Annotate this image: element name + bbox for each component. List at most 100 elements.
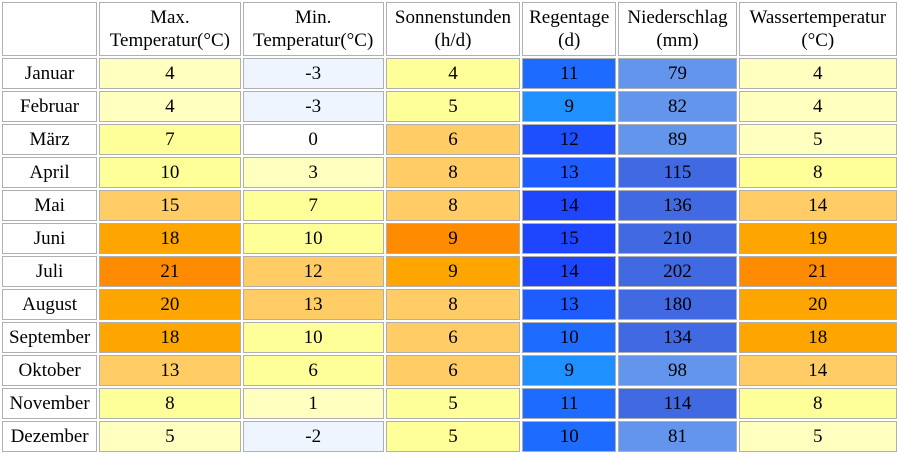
water-temp-cell: 8 — [738, 157, 897, 188]
table-row: März 7 0 6 12 89 5 — [2, 124, 897, 155]
sunshine-cell: 9 — [385, 256, 521, 287]
sunshine-cell: 6 — [385, 355, 521, 386]
min-temp-cell: -2 — [242, 421, 384, 452]
month-label: Februar — [2, 91, 98, 122]
precipitation-cell: 98 — [618, 355, 737, 386]
table-row: September 18 10 6 10 134 18 — [2, 322, 897, 353]
header-sunshine: Sonnenstunden (h/d) — [385, 2, 521, 56]
precipitation-cell: 136 — [618, 190, 737, 221]
month-label: Juli — [2, 256, 98, 287]
table-row: Dezember 5 -2 5 10 81 5 — [2, 421, 897, 452]
min-temp-cell: 12 — [242, 256, 384, 287]
min-temp-cell: 1 — [242, 388, 384, 419]
corner-cell — [2, 2, 98, 56]
precipitation-cell: 210 — [618, 223, 737, 254]
min-temp-cell: 3 — [242, 157, 384, 188]
header-min-temp: Min. Temperatur(°C) — [242, 2, 384, 56]
month-label: Mai — [2, 190, 98, 221]
rain-days-cell: 13 — [522, 289, 617, 320]
water-temp-cell: 14 — [738, 355, 897, 386]
precipitation-cell: 114 — [618, 388, 737, 419]
max-temp-cell: 18 — [99, 223, 241, 254]
min-temp-cell: 0 — [242, 124, 384, 155]
table-row: Oktober 13 6 6 9 98 14 — [2, 355, 897, 386]
water-temp-cell: 14 — [738, 190, 897, 221]
month-label: März — [2, 124, 98, 155]
sunshine-cell: 4 — [385, 58, 521, 89]
month-label: Juni — [2, 223, 98, 254]
month-label: Januar — [2, 58, 98, 89]
sunshine-cell: 6 — [385, 322, 521, 353]
max-temp-cell: 13 — [99, 355, 241, 386]
sunshine-cell: 8 — [385, 157, 521, 188]
table-row: Juni 18 10 9 15 210 19 — [2, 223, 897, 254]
max-temp-cell: 5 — [99, 421, 241, 452]
precipitation-cell: 89 — [618, 124, 737, 155]
table-row: April 10 3 8 13 115 8 — [2, 157, 897, 188]
precipitation-cell: 180 — [618, 289, 737, 320]
max-temp-cell: 20 — [99, 289, 241, 320]
water-temp-cell: 18 — [738, 322, 897, 353]
min-temp-cell: -3 — [242, 91, 384, 122]
sunshine-cell: 8 — [385, 190, 521, 221]
min-temp-cell: 7 — [242, 190, 384, 221]
rain-days-cell: 10 — [522, 421, 617, 452]
month-label: April — [2, 157, 98, 188]
precipitation-cell: 82 — [618, 91, 737, 122]
max-temp-cell: 4 — [99, 58, 241, 89]
rain-days-cell: 14 — [522, 256, 617, 287]
table-row: Juli 21 12 9 14 202 21 — [2, 256, 897, 287]
sunshine-cell: 5 — [385, 388, 521, 419]
header-rain-days: Regentage (d) — [522, 2, 617, 56]
min-temp-cell: 10 — [242, 322, 384, 353]
month-label: Dezember — [2, 421, 98, 452]
header-max-temp: Max. Temperatur(°C) — [99, 2, 241, 56]
rain-days-cell: 10 — [522, 322, 617, 353]
table-row: Februar 4 -3 5 9 82 4 — [2, 91, 897, 122]
rain-days-cell: 9 — [522, 355, 617, 386]
month-label: Oktober — [2, 355, 98, 386]
water-temp-cell: 8 — [738, 388, 897, 419]
max-temp-cell: 4 — [99, 91, 241, 122]
min-temp-cell: 6 — [242, 355, 384, 386]
rain-days-cell: 9 — [522, 91, 617, 122]
water-temp-cell: 4 — [738, 58, 897, 89]
water-temp-cell: 4 — [738, 91, 897, 122]
rain-days-cell: 11 — [522, 58, 617, 89]
water-temp-cell: 20 — [738, 289, 897, 320]
max-temp-cell: 10 — [99, 157, 241, 188]
water-temp-cell: 5 — [738, 421, 897, 452]
table-row: Mai 15 7 8 14 136 14 — [2, 190, 897, 221]
precipitation-cell: 134 — [618, 322, 737, 353]
table-body: Januar 4 -3 4 11 79 4 Februar 4 -3 5 9 82 4 März 7 0 6 12 8… — [2, 58, 897, 452]
month-label: November — [2, 388, 98, 419]
table-row: November 8 1 5 11 114 8 — [2, 388, 897, 419]
max-temp-cell: 21 — [99, 256, 241, 287]
sunshine-cell: 6 — [385, 124, 521, 155]
precipitation-cell: 79 — [618, 58, 737, 89]
max-temp-cell: 8 — [99, 388, 241, 419]
min-temp-cell: 13 — [242, 289, 384, 320]
header-precipitation: Niederschlag (mm) — [618, 2, 737, 56]
header-water-temp: Wassertemperatur (°C) — [738, 2, 897, 56]
table-row: Januar 4 -3 4 11 79 4 — [2, 58, 897, 89]
header-row: Max. Temperatur(°C) Min. Temperatur(°C) So… — [2, 2, 897, 56]
water-temp-cell: 19 — [738, 223, 897, 254]
rain-days-cell: 13 — [522, 157, 617, 188]
max-temp-cell: 7 — [99, 124, 241, 155]
month-label: August — [2, 289, 98, 320]
sunshine-cell: 5 — [385, 421, 521, 452]
min-temp-cell: 10 — [242, 223, 384, 254]
max-temp-cell: 15 — [99, 190, 241, 221]
sunshine-cell: 5 — [385, 91, 521, 122]
sunshine-cell: 9 — [385, 223, 521, 254]
table-row: August 20 13 8 13 180 20 — [2, 289, 897, 320]
precipitation-cell: 115 — [618, 157, 737, 188]
month-label: September — [2, 322, 98, 353]
water-temp-cell: 21 — [738, 256, 897, 287]
water-temp-cell: 5 — [738, 124, 897, 155]
rain-days-cell: 14 — [522, 190, 617, 221]
rain-days-cell: 15 — [522, 223, 617, 254]
max-temp-cell: 18 — [99, 322, 241, 353]
